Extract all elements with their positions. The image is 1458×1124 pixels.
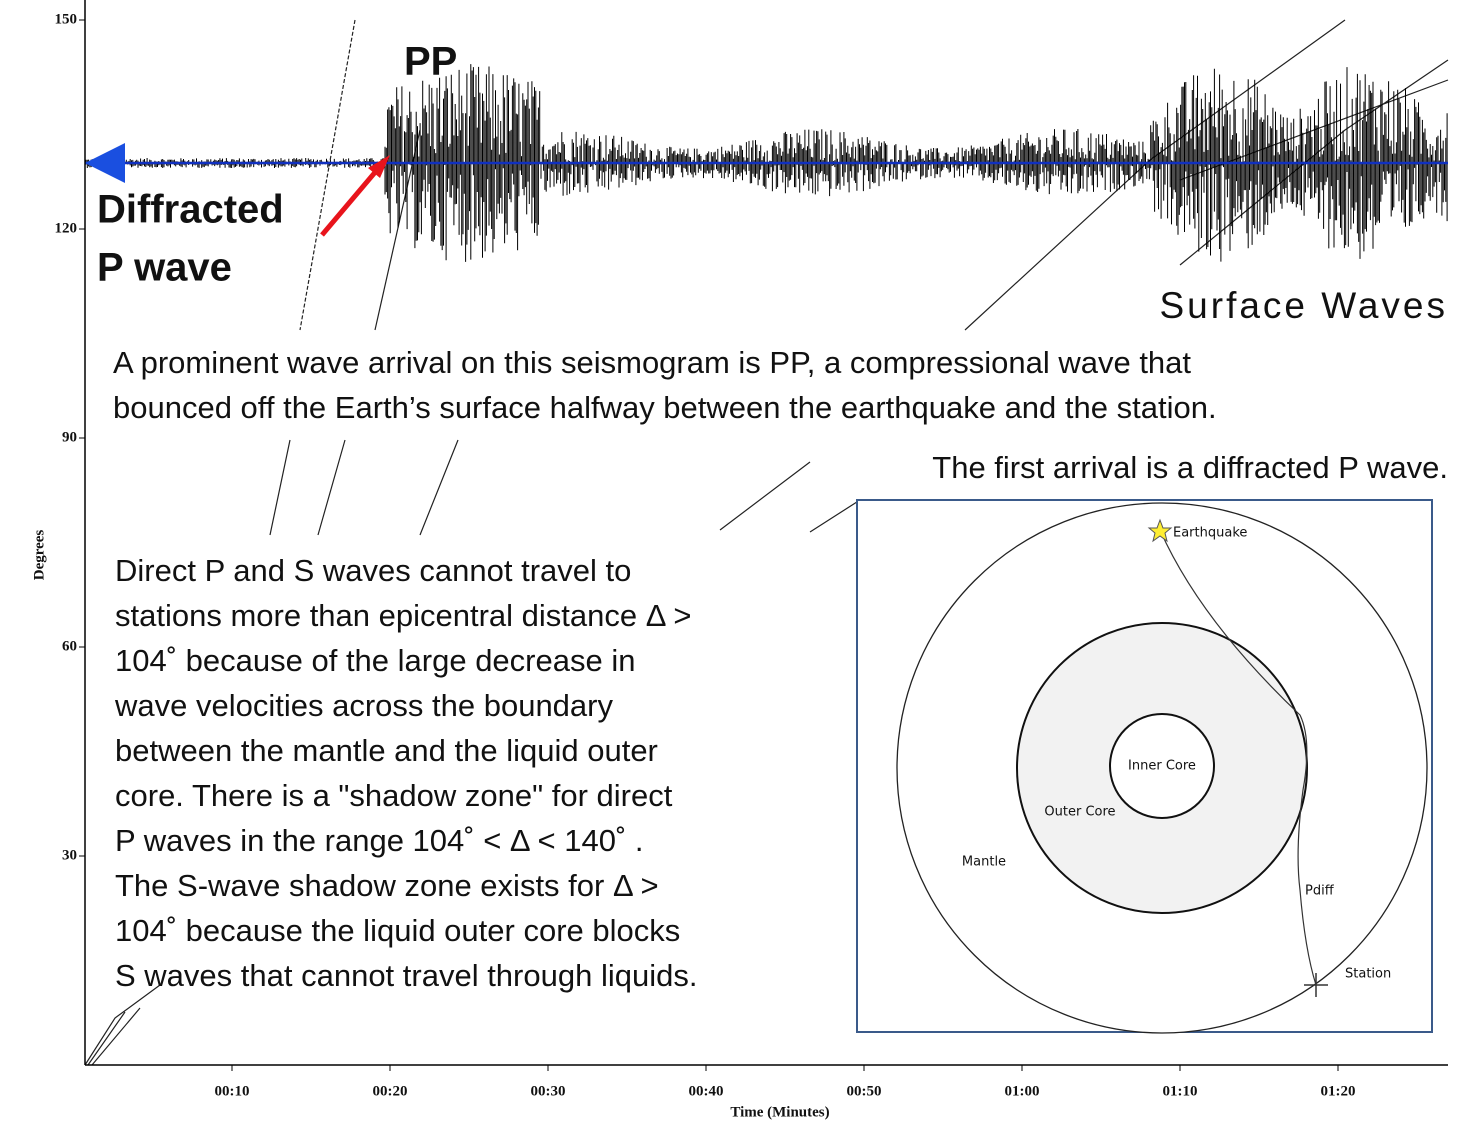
ticks: 30 60 90 120 150 00:10 00:20 00:30 00:40 00:50 01:… <box>55 11 1356 1099</box>
x-tick-label: 00:50 <box>847 1083 882 1099</box>
x-tick-label: 00:30 <box>531 1083 566 1099</box>
red-arrow <box>320 155 390 237</box>
y-tick-label: 30 <box>62 847 77 863</box>
paragraph-line: stations more than epicentral distance Δ… <box>115 598 691 633</box>
blue-arrow <box>85 143 125 183</box>
paragraph-line: S waves that cannot travel through liqui… <box>115 958 697 993</box>
paragraph-line: 104˚ because the liquid outer core block… <box>115 913 680 948</box>
paragraph-line: P waves in the range 104˚ < Δ < 140˚ . <box>115 823 644 858</box>
diffracted-label: P wave <box>97 246 232 290</box>
inset-label: Inner Core <box>1128 759 1196 774</box>
x-tick-label: 01:10 <box>1163 1083 1198 1099</box>
paragraph: A prominent wave arrival on this seismog… <box>113 345 1191 380</box>
pp-label: PP <box>404 40 457 84</box>
surface-waves-label: Surface Waves <box>1160 285 1449 326</box>
x-tick-label: 00:10 <box>215 1083 250 1099</box>
y-tick-label: 150 <box>55 11 78 27</box>
paragraph-line: 104˚ because of the large decrease in <box>115 643 635 678</box>
y-tick-label: 120 <box>55 220 78 236</box>
x-tick-label: 01:00 <box>1005 1083 1040 1099</box>
inset-label: Mantle <box>962 855 1006 870</box>
paragraph: bounced off the Earth’s surface halfway … <box>113 390 1217 425</box>
inset-label: Pdiff <box>1305 884 1335 899</box>
paragraph-line: wave velocities across the boundary <box>114 688 613 723</box>
y-axis-title: Degrees <box>31 530 47 581</box>
x-tick-label: 00:20 <box>373 1083 408 1099</box>
paragraph: Direct P and S waves cannot travel to sta… <box>114 553 697 993</box>
paragraph-line: Direct P and S waves cannot travel to <box>115 553 631 588</box>
paragraph-line: core. There is a "shadow zone" for direc… <box>115 778 673 813</box>
x-axis-title: Time (Minutes) <box>730 1104 829 1120</box>
x-tick-label: 01:20 <box>1321 1083 1356 1099</box>
paragraph-line: between the mantle and the liquid outer <box>115 733 658 768</box>
inset-label: Outer Core <box>1044 805 1115 820</box>
y-tick-label: 90 <box>62 429 77 445</box>
x-tick-label: 00:40 <box>689 1083 724 1099</box>
inset-diagram: Earthquake Inner Core Outer Core Mantle … <box>856 499 1433 1034</box>
paragraph-line: The S-wave shadow zone exists for Δ > <box>115 868 659 903</box>
inset-label: Station <box>1345 967 1391 982</box>
paragraph: The first arrival is a diffracted P wave… <box>932 450 1448 485</box>
inset-label: Earthquake <box>1173 526 1247 541</box>
y-tick-label: 60 <box>62 638 77 654</box>
diffracted-label: Diffracted <box>97 188 284 232</box>
